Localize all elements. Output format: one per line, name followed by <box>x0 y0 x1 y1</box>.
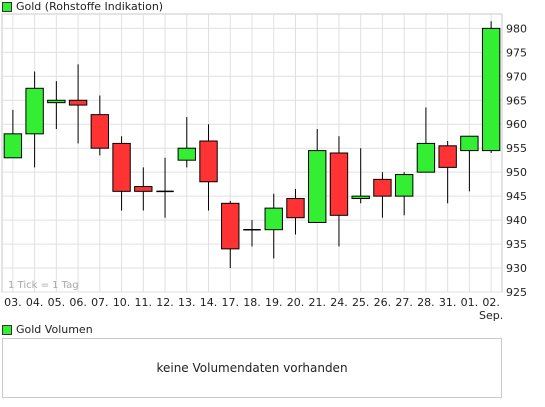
price-legend-label: Gold (Rohstoffe Indikation) <box>16 0 164 13</box>
x-tick-label: 19. <box>265 296 283 309</box>
candlestick-chart: 925 930 935 940 945 950 955 960 965 970 975 980 03.… <box>1 13 527 322</box>
candle <box>394 172 414 216</box>
candle <box>47 81 66 130</box>
candle-body-down <box>112 142 131 192</box>
x-tick-label: 11. <box>135 296 153 309</box>
y-tick-label: 935 <box>506 238 527 251</box>
candle <box>460 135 479 192</box>
y-tick-label: 945 <box>506 190 527 203</box>
price-legend: Gold (Rohstoffe Indikation) <box>2 0 163 14</box>
x-tick-label: 25. <box>352 296 370 309</box>
candle-body-up <box>394 174 414 197</box>
y-tick-label: 950 <box>506 166 527 179</box>
x-tick-label: 31. <box>439 296 457 309</box>
candle-body-up <box>351 195 370 200</box>
price-legend-swatch <box>2 2 12 12</box>
x-tick-label: 12. <box>156 296 174 309</box>
candles <box>3 21 501 269</box>
x-tick-label: 18. <box>243 296 261 309</box>
y-tick-label: 970 <box>506 70 527 83</box>
candle <box>329 136 349 247</box>
y-tick-label: 965 <box>506 94 527 107</box>
x-axis: 03. 04. 05. 06. 07. 10. 11. 12. 13. 14. 17. 18. 19. 2… <box>4 296 503 322</box>
x-tick-label: 06. <box>69 296 87 309</box>
y-tick-label: 975 <box>506 46 527 59</box>
x-tick-label: 10. <box>113 296 131 309</box>
candle <box>112 136 131 211</box>
y-tick-label: 940 <box>506 214 527 227</box>
candle-body-down <box>438 145 457 168</box>
x-tick-label: 24. <box>330 296 348 309</box>
candle-body-up <box>3 133 23 159</box>
candle-body-down <box>199 140 218 183</box>
candle <box>68 64 88 144</box>
y-tick-label: 960 <box>506 118 527 131</box>
x-tick-label: 26. <box>374 296 392 309</box>
candle <box>134 167 153 211</box>
y-axis: 925 930 935 940 945 950 955 960 965 970 975 980 <box>506 22 527 299</box>
candle <box>481 21 501 153</box>
candle <box>438 141 457 204</box>
candle <box>199 124 218 211</box>
candle-body-down <box>373 178 392 197</box>
candle <box>156 157 174 218</box>
y-tick-label: 955 <box>506 142 527 155</box>
candle-body-down <box>90 114 110 149</box>
candle-body-down <box>134 186 153 192</box>
volume-panel: keine Volumendaten vorhanden <box>2 338 502 398</box>
x-tick-label: 07. <box>91 296 109 309</box>
candle <box>243 220 261 247</box>
candle-body-up <box>177 147 196 161</box>
volume-legend-label: Gold Volumen <box>16 323 93 336</box>
x-tick-label: 17. <box>222 296 240 309</box>
volume-legend: Gold Volumen <box>2 323 93 337</box>
candle <box>177 117 196 168</box>
candle-body-down <box>221 202 240 250</box>
candle <box>90 95 110 156</box>
y-tick-label: 930 <box>506 262 527 275</box>
y-tick-label: 980 <box>506 22 527 35</box>
candle-body-down <box>329 152 349 216</box>
x-tick-label: 27. <box>395 296 413 309</box>
candle-body-up <box>25 87 44 135</box>
candle <box>221 200 240 269</box>
x-tick-label: 13. <box>178 296 196 309</box>
candle-body-up <box>460 135 479 152</box>
x-tick-label: 02. <box>482 296 500 309</box>
x-tick-label: 21. <box>308 296 326 309</box>
x-tick-label: 28. <box>417 296 435 309</box>
candle <box>308 129 327 224</box>
candle-body-up <box>481 27 501 152</box>
candle-body-up <box>264 207 283 231</box>
candle-body-down <box>286 198 305 219</box>
candle <box>3 109 23 159</box>
candle <box>373 172 392 218</box>
candle <box>25 71 44 168</box>
tick-note: 1 Tick = 1 Tag <box>8 280 79 291</box>
candle-body-up <box>416 142 436 173</box>
volume-empty-message: keine Volumendaten vorhanden <box>156 361 348 375</box>
x-tick-label: 03. <box>4 296 22 309</box>
x-tick-label: 20. <box>287 296 305 309</box>
y-tick-label: 925 <box>506 286 527 299</box>
candle <box>264 193 283 259</box>
candle <box>416 107 436 173</box>
candle-body-up <box>308 150 327 224</box>
x-tick-label: 14. <box>200 296 218 309</box>
candle-body-up <box>47 99 66 104</box>
candle-body-down <box>68 99 88 106</box>
candle <box>286 188 305 235</box>
x-tick-label: 05. <box>48 296 66 309</box>
x-tick-label: 01. <box>461 296 479 309</box>
candle <box>351 148 370 204</box>
x-tick-label: 04. <box>26 296 44 309</box>
x-sub-label: Sep. <box>479 309 503 322</box>
volume-legend-swatch <box>2 325 12 335</box>
